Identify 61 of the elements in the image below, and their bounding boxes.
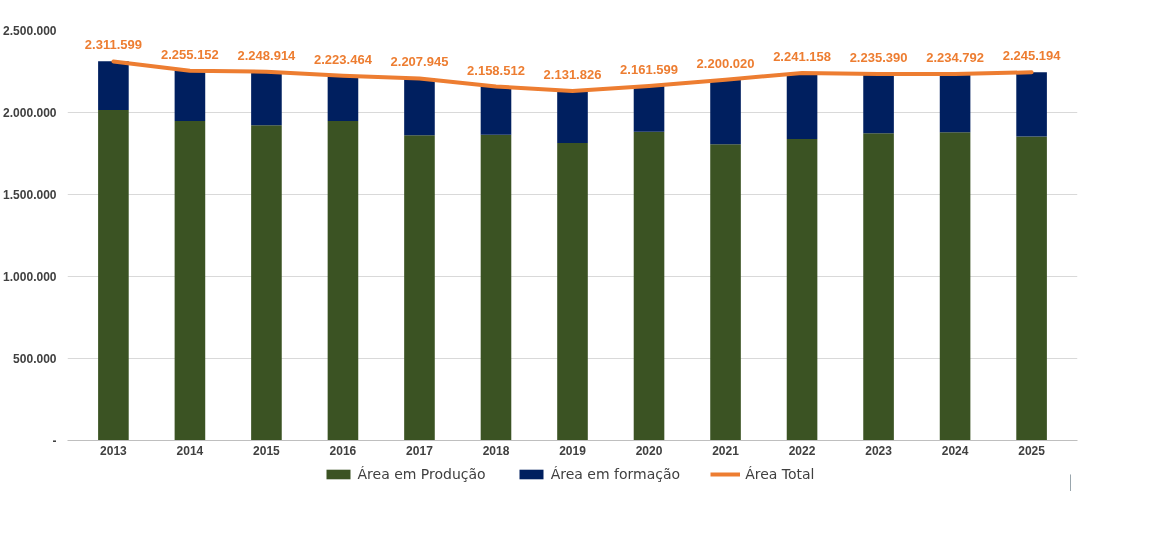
y-tick-label: 2.000.000	[3, 106, 57, 120]
data-label: 2.311.599	[84, 37, 142, 53]
bar	[251, 71, 282, 126]
bar	[174, 70, 206, 122]
y-tick-label: 2.500.000	[3, 24, 57, 38]
x-tick-label: 2016	[329, 443, 357, 458]
x-tick-label: 2015	[253, 443, 281, 458]
bar	[557, 90, 588, 143]
bar	[327, 121, 359, 441]
x-tick-label: 2019	[559, 443, 587, 458]
bar	[557, 143, 588, 441]
data-label: 2.234.792	[926, 49, 984, 65]
bar	[863, 133, 894, 441]
bar	[480, 86, 512, 135]
bar	[1016, 136, 1047, 441]
x-tick-label: 2017	[406, 443, 434, 458]
bar	[404, 78, 435, 136]
y-tick-label: 500.000	[13, 352, 57, 366]
bar	[939, 132, 971, 441]
legend-label: Área em Produção	[357, 466, 486, 482]
bar	[98, 61, 129, 110]
x-tick-label: 2014	[176, 443, 204, 458]
bar	[174, 121, 206, 441]
bar	[327, 75, 359, 122]
x-tick-label: 2023	[865, 443, 893, 458]
legend-label: Área em formação	[550, 466, 681, 482]
data-label: 2.200.020	[696, 55, 755, 71]
y-tick-label: 1.500.000	[3, 188, 57, 202]
bar	[786, 72, 818, 139]
x-tick-label: 2022	[788, 443, 816, 458]
x-tick-label: 2024	[941, 443, 969, 458]
bar	[251, 125, 282, 441]
x-tick-label: 2013	[100, 443, 128, 458]
x-tick-label: 2018	[482, 443, 510, 458]
data-label: 2.207.945	[390, 54, 449, 70]
data-label: 2.245.194	[1002, 48, 1062, 64]
x-tick-label: 2021	[712, 443, 740, 458]
y-tick-label: -	[52, 434, 57, 448]
x-tick-label: 2020	[635, 443, 663, 458]
bar	[633, 131, 665, 441]
data-label: 2.223.464	[314, 51, 373, 67]
data-label: 2.235.390	[849, 49, 908, 65]
x-tick-label: 2025	[1018, 443, 1046, 458]
bar	[939, 73, 971, 133]
legend-label: Área Total	[745, 466, 815, 482]
bar	[633, 85, 665, 132]
data-label: 2.255.152	[161, 46, 219, 62]
bar	[404, 135, 435, 441]
data-label: 2.241.158	[773, 48, 831, 64]
data-label: 2.248.914	[237, 47, 297, 63]
data-label: 2.131.826	[543, 66, 602, 82]
bar	[710, 144, 741, 441]
bar	[863, 73, 894, 134]
bar	[1016, 72, 1047, 137]
y-tick-label: 1.000.000	[3, 270, 57, 284]
data-label: 2.161.599	[620, 62, 678, 77]
bar	[710, 79, 741, 145]
bar	[480, 134, 512, 441]
data-label: 2.158.512	[467, 62, 525, 78]
bar	[786, 138, 818, 441]
bar	[98, 109, 129, 441]
